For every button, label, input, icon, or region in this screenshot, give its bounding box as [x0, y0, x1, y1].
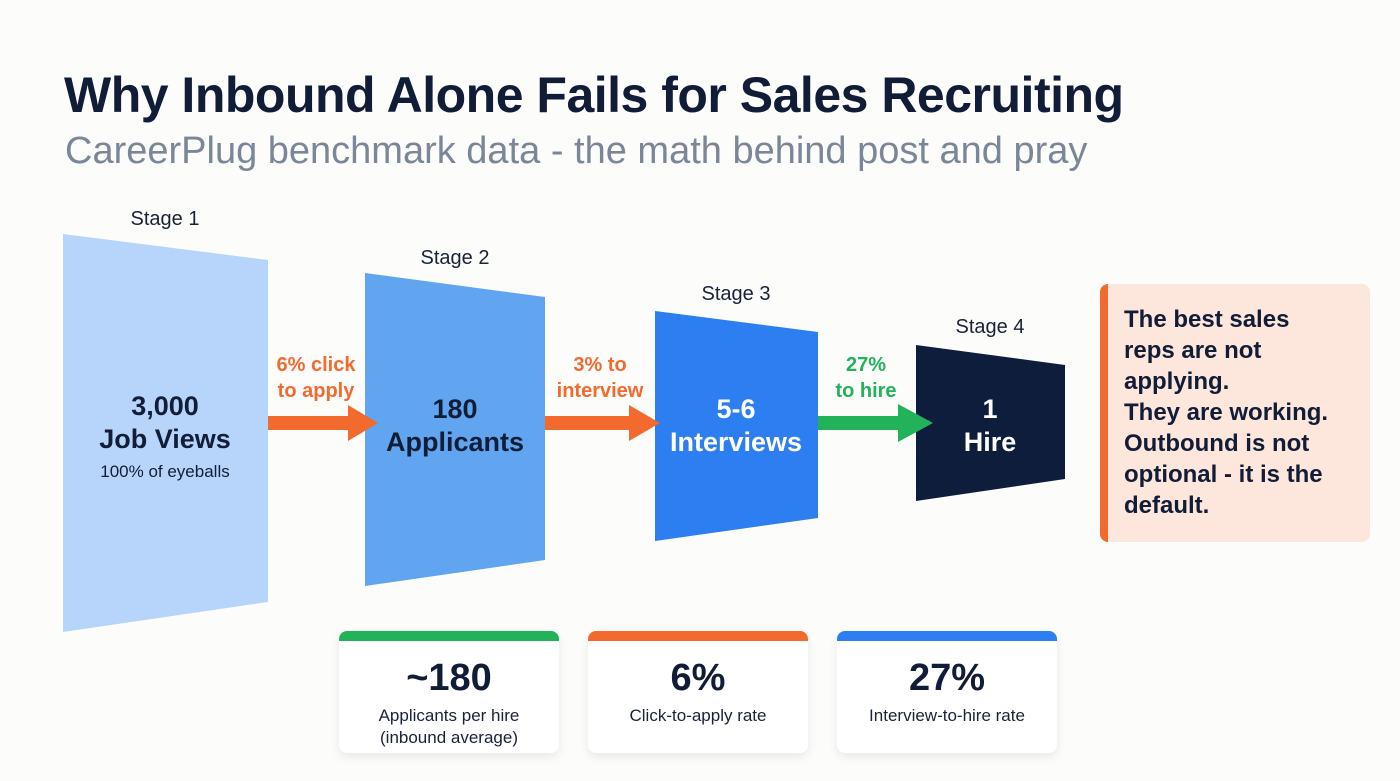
conversion-label-2: 3% to interview [557, 352, 644, 404]
conversion-label-1-line2: to apply [277, 380, 355, 402]
arrow-right-icon [545, 405, 660, 441]
stat-label: Applicants per hire (inbound average) [378, 706, 520, 747]
stage-2-content: 180 Applicants [386, 393, 524, 459]
conversion-label-1: 6% click to apply [277, 352, 356, 404]
conversion-label-2-line1: 3% to [573, 354, 627, 376]
stage-3-value: 5-6 [716, 394, 756, 424]
arrow-right-icon [268, 405, 378, 441]
conversion-label-1-line1: 6% click [276, 354, 356, 376]
stat-accent-bar [588, 631, 808, 641]
conversion-label-3-line1: 27% [845, 354, 887, 376]
stage-1-value: 3,000 [131, 391, 199, 421]
page-subtitle: CareerPlug benchmark data - the math beh… [65, 130, 1088, 172]
stat-label: Interview-to-hire rate [869, 706, 1025, 725]
stage-2-value: 180 [432, 394, 478, 424]
stage-2-label: Stage 2 [420, 247, 490, 269]
conversion-label-2-line2: interview [556, 380, 644, 402]
stage-1-label: Stage 1 [130, 208, 200, 230]
stage-1-shape [63, 234, 268, 632]
stage-1-sub: 100% of eyeballs [100, 462, 230, 481]
callout-box: The best sales reps are not applying. Th… [1100, 284, 1370, 542]
stage-1-content: 3,000 Job Views 100% of eyeballs [99, 390, 231, 486]
stage-4-content: 1 Hire [964, 393, 1017, 459]
callout-text: The best sales reps are not applying. Th… [1124, 306, 1329, 519]
page-title: Why Inbound Alone Fails for Sales Recrui… [64, 67, 1124, 123]
stage-4-label: Stage 4 [955, 316, 1025, 338]
stage-2-shape [365, 273, 545, 586]
conversion-label-3-line2: to hire [835, 380, 897, 402]
stage-4-value: 1 [982, 394, 998, 424]
arrow-right-icon [818, 404, 933, 442]
stage-3-content: 5-6 Interviews [670, 393, 802, 459]
stage-4-shape [916, 345, 1065, 501]
stat-value: 27% [908, 657, 986, 699]
stage-2-name: Applicants [385, 427, 525, 457]
stage-4-name: Hire [963, 427, 1017, 457]
stat-accent-bar [339, 631, 559, 641]
stage-3-label: Stage 3 [701, 283, 771, 305]
stat-card-interview-to-hire: 27% Interview-to-hire rate [837, 631, 1057, 753]
stage-1-name: Job Views [99, 424, 231, 454]
stat-accent-bar [837, 631, 1057, 641]
stat-card-applicants-per-hire: ~180 Applicants per hire (inbound averag… [339, 631, 559, 753]
stage-3-name: Interviews [669, 427, 803, 457]
stat-value: ~180 [406, 657, 492, 699]
stage-3-shape [655, 311, 818, 541]
stat-label: Click-to-apply rate [629, 706, 767, 725]
stat-card-click-to-apply: 6% Click-to-apply rate [588, 631, 808, 753]
conversion-label-3: 27% to hire [835, 352, 896, 404]
stat-value: 6% [670, 657, 726, 699]
